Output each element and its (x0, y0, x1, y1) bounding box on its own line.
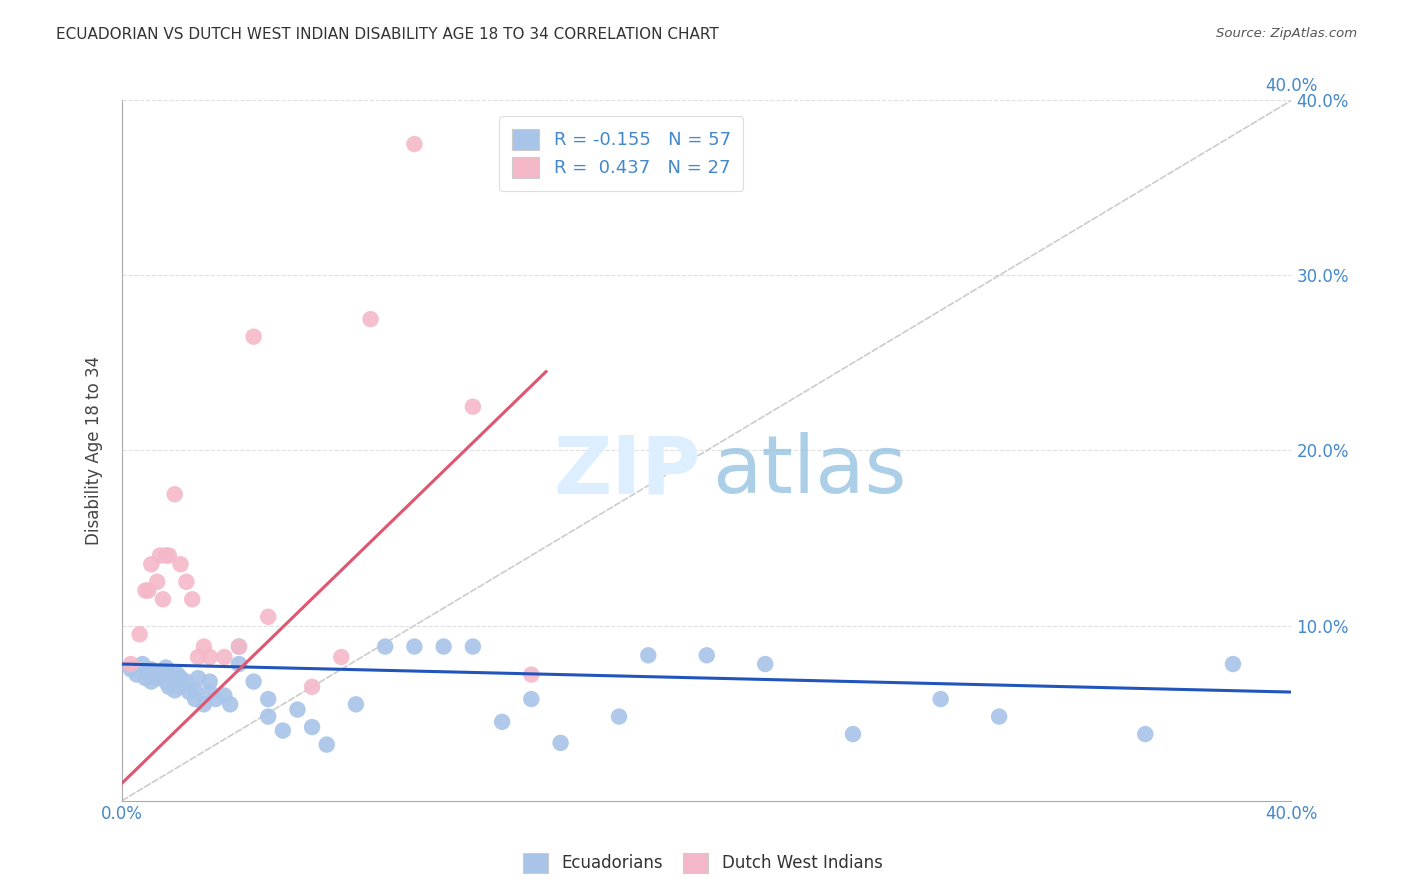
Point (157, 549, 180, 563)
Point (344, 698, 367, 712)
Point (374, 640, 396, 654)
Point (404, 640, 426, 654)
Point (138, 664, 160, 678)
Point (138, 583, 160, 598)
Point (149, 549, 172, 563)
Point (360, 312, 382, 326)
Point (155, 660, 177, 674)
Point (141, 662, 163, 676)
Point (141, 674, 163, 689)
Point (754, 657, 776, 671)
Point (120, 657, 142, 671)
Point (242, 674, 264, 689)
Point (187, 671, 209, 685)
Point (181, 592, 204, 607)
Point (520, 692, 543, 706)
Point (257, 709, 280, 723)
Point (607, 709, 630, 723)
Point (176, 674, 198, 689)
Point (179, 685, 201, 699)
Text: ECUADORIAN VS DUTCH WEST INDIAN DISABILITY AGE 18 TO 34 CORRELATION CHART: ECUADORIAN VS DUTCH WEST INDIAN DISABILI… (56, 27, 718, 42)
Point (146, 671, 169, 685)
Text: ZIP: ZIP (554, 433, 702, 510)
Point (271, 723, 294, 738)
Point (166, 667, 188, 681)
Point (301, 680, 323, 694)
Point (163, 487, 186, 501)
Point (120, 662, 142, 676)
Point (404, 137, 426, 152)
Point (157, 680, 180, 694)
Point (228, 657, 250, 671)
Point (134, 583, 156, 598)
Point (491, 714, 513, 729)
Y-axis label: Disability Age 18 to 34: Disability Age 18 to 34 (86, 356, 103, 545)
Point (842, 727, 865, 741)
Point (1222, 657, 1244, 671)
Point (193, 640, 215, 654)
Point (637, 648, 659, 663)
Point (146, 574, 169, 589)
Point (163, 674, 186, 689)
Point (257, 609, 280, 624)
Point (169, 671, 191, 685)
Point (193, 698, 215, 712)
Point (184, 683, 207, 698)
Point (461, 640, 484, 654)
Point (198, 674, 221, 689)
Point (204, 692, 226, 706)
Point (214, 689, 236, 703)
Legend: Ecuadorians, Dutch West Indians: Ecuadorians, Dutch West Indians (517, 847, 889, 880)
Text: Source: ZipAtlas.com: Source: ZipAtlas.com (1216, 27, 1357, 40)
Point (988, 709, 1011, 723)
Point (696, 648, 718, 663)
Point (228, 640, 250, 654)
Point (155, 667, 177, 681)
Text: atlas: atlas (713, 433, 907, 510)
Point (433, 640, 456, 654)
Point (155, 549, 177, 563)
Legend: R = -0.155   N = 57, R =  0.437   N = 27: R = -0.155 N = 57, R = 0.437 N = 27 (499, 116, 744, 191)
Point (257, 692, 280, 706)
Point (187, 650, 209, 665)
Point (929, 692, 952, 706)
Point (198, 685, 221, 699)
Point (152, 592, 174, 607)
Point (169, 680, 191, 694)
Point (160, 671, 183, 685)
Point (176, 574, 198, 589)
Point (461, 400, 484, 414)
Point (228, 640, 250, 654)
Point (149, 669, 172, 683)
Point (128, 627, 150, 641)
Point (214, 650, 236, 665)
Point (315, 738, 337, 752)
Point (198, 650, 221, 665)
Point (330, 650, 353, 665)
Point (520, 667, 543, 681)
Point (287, 702, 309, 716)
Point (155, 674, 177, 689)
Point (163, 683, 186, 698)
Point (1135, 727, 1157, 741)
Point (141, 558, 163, 572)
Point (219, 698, 242, 712)
Point (131, 657, 153, 671)
Point (301, 720, 323, 734)
Point (169, 558, 191, 572)
Point (184, 692, 207, 706)
Point (242, 329, 264, 343)
Point (125, 667, 148, 681)
Point (550, 736, 572, 750)
Point (146, 665, 169, 680)
Point (134, 671, 156, 685)
